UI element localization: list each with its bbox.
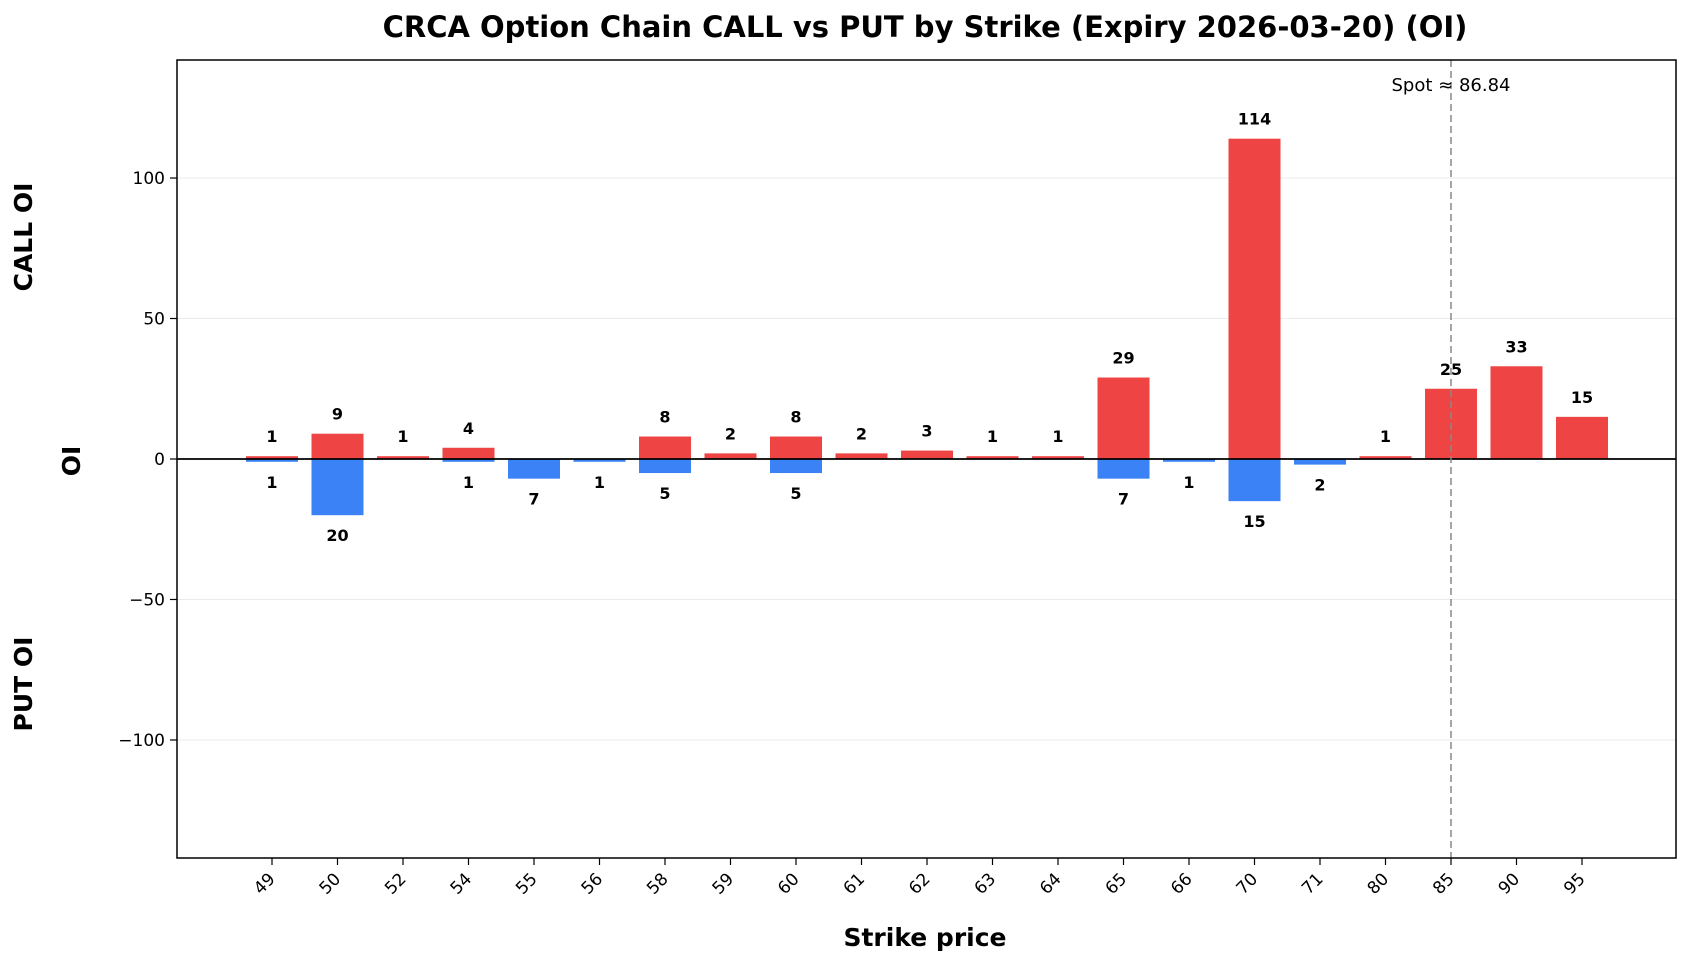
call-oi-label: CALL OI: [9, 183, 38, 292]
put-bar-label: 20: [326, 526, 348, 545]
call-bar-label: 8: [790, 408, 801, 427]
put-bar: [1228, 459, 1281, 502]
y-tick-label: −50: [129, 590, 165, 610]
call-bar: [246, 456, 298, 459]
call-bar: [1490, 366, 1543, 459]
put-bar: [573, 459, 626, 462]
put-bar: [246, 459, 298, 462]
put-bar: [311, 459, 364, 516]
x-tick-label: 63: [971, 869, 1000, 898]
put-bar-label: 15: [1243, 512, 1265, 531]
call-bar: [1032, 456, 1084, 459]
call-bar-label: 3: [921, 422, 932, 441]
x-tick-label: 70: [1233, 869, 1262, 898]
x-tick-label: 90: [1495, 869, 1524, 898]
call-bar: [639, 436, 691, 459]
call-bar-label: 1: [397, 427, 408, 446]
x-tick-label: 50: [316, 869, 345, 898]
put-bar: [1294, 459, 1346, 465]
call-bar-label: 1: [1380, 427, 1391, 446]
x-tick-label: 66: [1167, 869, 1196, 898]
x-tick-label: 59: [709, 869, 738, 898]
call-bar: [1228, 138, 1281, 459]
put-oi-label: PUT OI: [9, 637, 38, 732]
call-bar-label: 1: [266, 427, 277, 446]
x-tick-label: 55: [512, 869, 541, 898]
put-bar-label: 7: [1118, 490, 1129, 509]
x-tick-label: 80: [1364, 869, 1393, 898]
put-bar: [508, 459, 560, 479]
call-bar-label: 4: [463, 419, 474, 438]
y-axis-ticks: −100 −50 0 50 100: [118, 169, 177, 751]
y-tick-label: 50: [143, 310, 165, 330]
put-bar-label: 1: [594, 473, 605, 492]
x-tick-label: 95: [1560, 869, 1589, 898]
x-axis-label: Strike price: [843, 923, 1006, 952]
call-bar: [770, 436, 822, 459]
call-bar-label: 2: [856, 424, 867, 443]
x-tick-label: 62: [905, 869, 934, 898]
call-bar-label: 1: [987, 427, 998, 446]
call-bar: [704, 453, 757, 459]
x-tick-label: 61: [840, 869, 869, 898]
put-bar: [770, 459, 822, 474]
y-tick-label: 100: [133, 169, 165, 189]
put-bar: [1163, 459, 1215, 462]
x-tick-label: 60: [774, 869, 803, 898]
bars: [246, 138, 1608, 516]
call-bar: [377, 456, 429, 459]
put-bar-label: 7: [528, 490, 539, 509]
put-bar-label: 1: [266, 473, 277, 492]
put-bar: [639, 459, 691, 474]
call-bar-label: 9: [332, 405, 343, 424]
call-bar-label: 15: [1571, 388, 1593, 407]
call-bar: [1359, 456, 1412, 459]
x-tick-label: 85: [1429, 869, 1458, 898]
call-bar: [1556, 416, 1608, 459]
put-bar: [1097, 459, 1150, 479]
put-bar-label: 5: [790, 484, 801, 503]
x-tick-label: 58: [643, 869, 672, 898]
put-bar: [442, 459, 495, 462]
x-tick-label: 56: [578, 869, 607, 898]
x-tick-label: 64: [1036, 869, 1065, 898]
call-bar: [1097, 377, 1150, 459]
chart-title: CRCA Option Chain CALL vs PUT by Strike …: [383, 10, 1468, 44]
call-bar: [442, 447, 495, 459]
x-tick-label: 54: [447, 869, 476, 898]
grid-lines: [177, 177, 1676, 741]
x-tick-label: 52: [381, 869, 410, 898]
call-bar-label: 8: [659, 408, 670, 427]
call-bar: [901, 450, 953, 459]
y-tick-label: −100: [118, 731, 165, 751]
call-bar: [835, 453, 888, 459]
x-tick-label: 65: [1102, 869, 1131, 898]
put-bar-label: 1: [463, 473, 474, 492]
x-tick-label: 49: [250, 869, 279, 898]
y-tick-label: 0: [154, 450, 165, 470]
call-bar: [311, 433, 364, 459]
call-bar-label: 29: [1112, 349, 1134, 368]
put-bar-label: 2: [1314, 476, 1325, 495]
put-bar-label: 5: [659, 484, 670, 503]
spot-label: Spot ≈ 86.84: [1392, 75, 1511, 96]
call-bar: [966, 456, 1019, 459]
call-bar-label: 33: [1505, 337, 1527, 356]
x-axis-ticks: 49 50 52 54 55 56 58 59 60 61 62 63 64 65 66 70 71 80 85 90…: [250, 858, 1590, 899]
x-tick-label: 71: [1298, 869, 1327, 898]
call-bar-label: 1: [1052, 427, 1063, 446]
put-bar-label: 1: [1183, 473, 1194, 492]
y-axis-label: OI: [57, 446, 86, 477]
call-bar-label: 114: [1238, 110, 1271, 129]
call-bar-label: 2: [725, 424, 736, 443]
